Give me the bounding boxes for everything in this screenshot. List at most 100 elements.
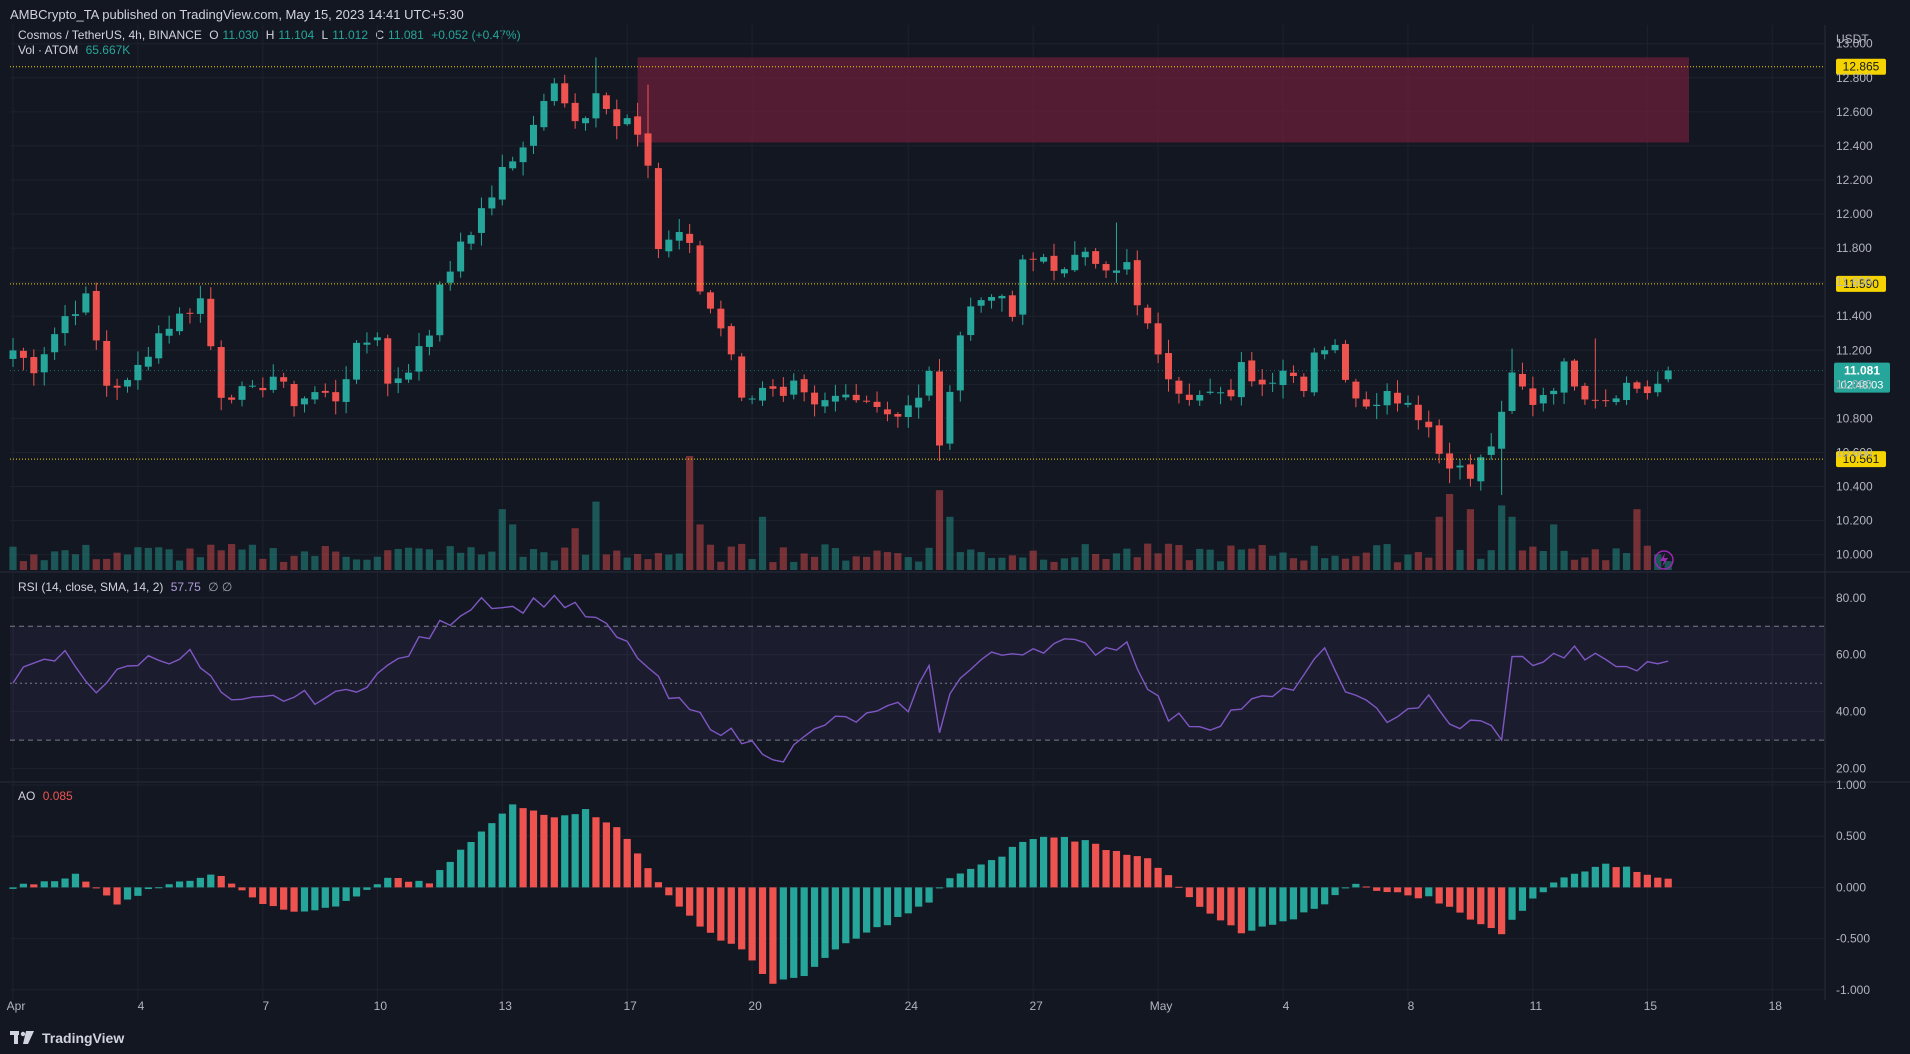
volume-bar bbox=[790, 561, 798, 570]
volume-bar bbox=[519, 556, 527, 570]
candle-body bbox=[425, 335, 433, 347]
ao-bar bbox=[40, 881, 48, 888]
change-value: +0.052 (+0.47%) bbox=[431, 28, 521, 42]
volume-bar bbox=[1321, 558, 1329, 570]
candle-body bbox=[779, 386, 787, 396]
ao-bar bbox=[311, 887, 319, 911]
ao-bar bbox=[602, 822, 610, 888]
volume-value: 65.667K bbox=[85, 43, 131, 57]
candle-body bbox=[1289, 372, 1297, 377]
candle-body bbox=[519, 147, 527, 163]
candle-body bbox=[1550, 390, 1558, 395]
volume-bar bbox=[602, 554, 610, 570]
ao-bar bbox=[446, 861, 454, 888]
ao-bar bbox=[1123, 854, 1131, 888]
candle-body bbox=[1435, 425, 1443, 454]
volume-bar bbox=[280, 561, 288, 570]
volume-bar bbox=[165, 549, 173, 570]
ao-bar bbox=[1393, 887, 1402, 893]
candle-body bbox=[269, 376, 277, 390]
ao-bar bbox=[529, 810, 538, 888]
ao-bar bbox=[1248, 887, 1256, 931]
x-tick-label: 27 bbox=[1030, 999, 1044, 1013]
volume-bar bbox=[769, 562, 777, 570]
candle-body bbox=[592, 93, 600, 119]
ao-bar bbox=[321, 887, 329, 908]
ao-bar bbox=[92, 887, 100, 889]
volume-bar bbox=[1081, 544, 1089, 570]
candle-body bbox=[800, 379, 808, 393]
candle-body bbox=[477, 208, 485, 233]
volume-bar bbox=[696, 524, 704, 570]
candle-body bbox=[321, 390, 329, 393]
price-tick-label: 10.200 bbox=[1836, 514, 1873, 528]
volume-bar bbox=[415, 548, 423, 570]
ao-bar bbox=[1060, 837, 1069, 888]
last-price-badge: 11.081 bbox=[1844, 364, 1880, 378]
x-tick-label: May bbox=[1150, 999, 1173, 1013]
ao-bar bbox=[644, 868, 652, 888]
price-tick-label: 11.600 bbox=[1836, 275, 1872, 289]
ao-bar bbox=[1310, 887, 1318, 909]
volume-bar bbox=[1487, 550, 1495, 570]
volume-bar bbox=[550, 560, 558, 570]
volume-bar bbox=[1591, 549, 1599, 570]
volume-bar bbox=[1633, 509, 1641, 570]
ao-bar bbox=[1144, 858, 1152, 888]
candle-body bbox=[706, 292, 714, 309]
ao-bar bbox=[1227, 887, 1235, 926]
volume-bar bbox=[592, 501, 600, 570]
ao-bar bbox=[1560, 877, 1568, 888]
rsi-band bbox=[10, 626, 1825, 741]
candle-body bbox=[1206, 391, 1214, 393]
candle-body bbox=[1394, 392, 1402, 404]
ao-bar bbox=[1039, 836, 1048, 888]
tradingview-logo[interactable]: TradingView bbox=[10, 1030, 124, 1046]
candle-body bbox=[30, 357, 38, 374]
volume-bar bbox=[925, 547, 933, 570]
ao-bar bbox=[332, 887, 340, 907]
ao-bar bbox=[1622, 866, 1631, 888]
volume-bar bbox=[196, 557, 204, 570]
ao-bar bbox=[1216, 887, 1225, 921]
ao-bar bbox=[1425, 887, 1433, 897]
ao-bar bbox=[1175, 886, 1183, 888]
candle-body bbox=[873, 401, 881, 407]
ao-bar bbox=[561, 815, 569, 888]
volume-bar bbox=[1352, 556, 1360, 570]
candle-body bbox=[332, 392, 340, 402]
volume-bar bbox=[1029, 550, 1037, 570]
ao-bar bbox=[1445, 887, 1454, 907]
ao-bar bbox=[717, 887, 725, 941]
ao-bar bbox=[1404, 887, 1412, 896]
price-level-badge: 12.865 bbox=[1843, 60, 1880, 74]
volume-bar bbox=[675, 553, 683, 570]
ao-bar bbox=[1081, 840, 1089, 888]
candle-body bbox=[446, 271, 454, 283]
candle-body bbox=[228, 397, 236, 400]
candle-body bbox=[1518, 373, 1526, 387]
volume-bar bbox=[51, 551, 59, 570]
ao-bar bbox=[165, 884, 173, 888]
volume-bar bbox=[1466, 509, 1474, 570]
volume-bar bbox=[935, 490, 944, 570]
rsi-tick-label: 80.00 bbox=[1836, 591, 1866, 605]
ao-bar bbox=[967, 868, 975, 888]
price-level-badge: 10.561 bbox=[1843, 452, 1880, 466]
volume-bar bbox=[61, 550, 69, 570]
ao-bar bbox=[1269, 887, 1277, 925]
volume-bar bbox=[1144, 543, 1152, 570]
ao-bar bbox=[1331, 887, 1339, 896]
ao-bar bbox=[1570, 873, 1579, 888]
candle-body bbox=[686, 233, 694, 243]
candle-body bbox=[1102, 264, 1110, 271]
volume-bar bbox=[1383, 544, 1391, 570]
alert-icon[interactable] bbox=[1654, 550, 1674, 570]
candle-body bbox=[394, 378, 402, 384]
candle-body bbox=[300, 398, 308, 405]
candle-body bbox=[613, 109, 621, 127]
candle-body bbox=[665, 239, 673, 252]
candle-body bbox=[1654, 383, 1662, 393]
candle-body bbox=[61, 316, 69, 334]
chart-canvas[interactable]: 12.865 11.590 10.561 11.081 02:48:03 Apr 4 7 10… bbox=[0, 0, 1910, 1024]
